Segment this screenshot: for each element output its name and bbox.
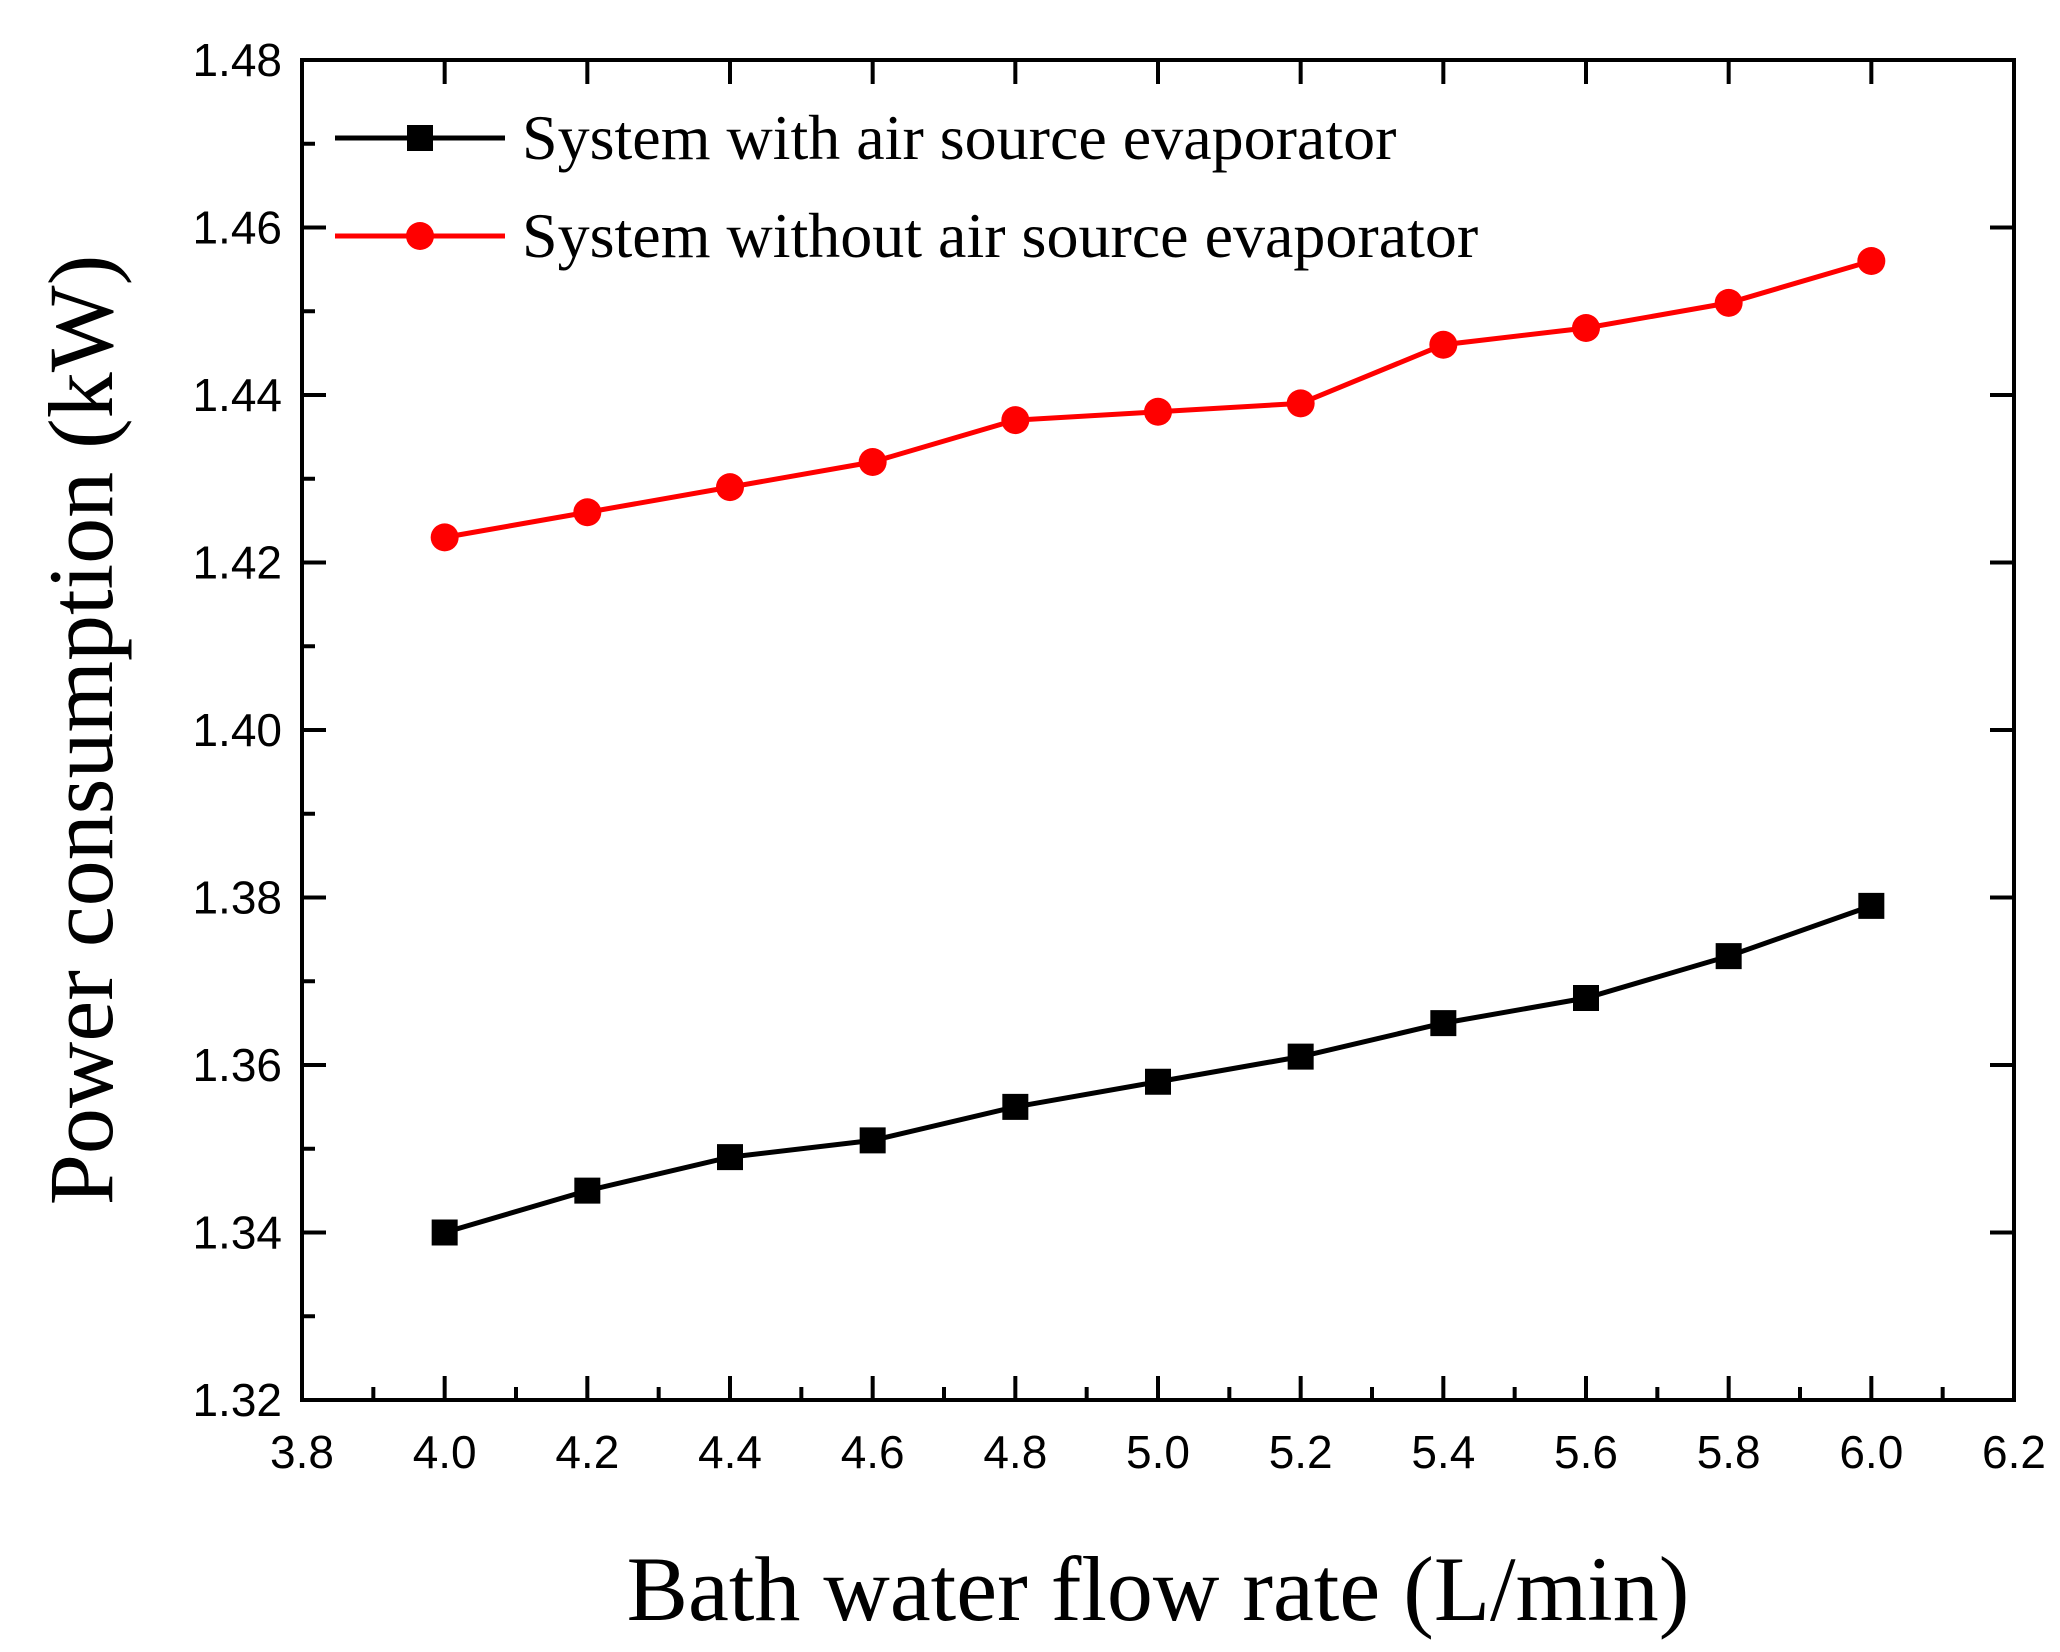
x-tick-label: 6.2 bbox=[1982, 1426, 2046, 1478]
data-point bbox=[1144, 397, 1172, 426]
data-point bbox=[1572, 314, 1600, 342]
x-axis-title: Bath water flow rate (L/min) bbox=[627, 1538, 1690, 1640]
data-point bbox=[1430, 1010, 1457, 1037]
x-tick-label: 5.2 bbox=[1269, 1426, 1333, 1478]
y-tick-label: 1.46 bbox=[192, 202, 282, 254]
y-axis: 1.32 1.34 1.36 1.38 1.40 1.42 1.44 1.46 1.48 bbox=[192, 34, 2014, 1426]
legend-label: System without air source evaporator bbox=[522, 200, 1478, 271]
data-point bbox=[1286, 389, 1315, 418]
y-tick-label: 1.44 bbox=[192, 369, 282, 421]
series-layer bbox=[430, 247, 1886, 1246]
x-tick-label: 5.0 bbox=[1126, 1426, 1190, 1478]
series-2 bbox=[430, 247, 1886, 552]
data-point bbox=[1429, 330, 1458, 359]
x-tick-label: 4.2 bbox=[555, 1426, 619, 1478]
data-point bbox=[1001, 406, 1030, 435]
data-point bbox=[859, 1127, 886, 1154]
y-axis-title: Power consumption (kW) bbox=[30, 255, 132, 1206]
data-point bbox=[716, 473, 744, 502]
data-point bbox=[1857, 247, 1886, 275]
y-tick-label: 1.38 bbox=[192, 872, 282, 924]
data-point bbox=[431, 1219, 458, 1246]
data-point bbox=[1715, 943, 1742, 970]
data-point bbox=[573, 498, 602, 527]
x-tick-label: 4.8 bbox=[983, 1426, 1047, 1478]
x-tick-label: 3.8 bbox=[270, 1426, 334, 1478]
x-axis: 3.8 4.0 4.2 4.4 4.6 4.8 5.0 5.2 5.4 5.6 5.8 6.0 6.2 bbox=[270, 60, 2046, 1478]
data-point bbox=[1714, 288, 1743, 317]
data-point bbox=[717, 1144, 743, 1171]
x-tick-label: 4.0 bbox=[413, 1426, 477, 1478]
legend-marker bbox=[407, 125, 433, 151]
x-tick-label: 5.6 bbox=[1554, 1426, 1618, 1478]
x-tick-label: 4.6 bbox=[841, 1426, 905, 1478]
data-point bbox=[1287, 1043, 1314, 1070]
legend-marker bbox=[406, 222, 434, 250]
y-tick-label: 1.32 bbox=[192, 1374, 282, 1426]
data-point bbox=[574, 1177, 601, 1204]
y-tick-label: 1.40 bbox=[192, 704, 282, 756]
x-tick-label: 6.0 bbox=[1839, 1426, 1903, 1478]
y-tick-label: 1.42 bbox=[192, 537, 282, 589]
x-tick-label: 5.4 bbox=[1411, 1426, 1475, 1478]
series-1 bbox=[431, 892, 1885, 1246]
x-tick-label: 5.8 bbox=[1697, 1426, 1761, 1478]
data-point bbox=[1002, 1093, 1029, 1120]
x-tick-label: 4.4 bbox=[698, 1426, 762, 1478]
data-point bbox=[1145, 1068, 1171, 1095]
legend-label: System with air source evaporator bbox=[522, 102, 1396, 173]
data-point bbox=[1573, 985, 1599, 1011]
y-tick-label: 1.34 bbox=[192, 1207, 282, 1259]
y-tick-label: 1.48 bbox=[192, 34, 282, 86]
data-point bbox=[858, 448, 887, 476]
data-point bbox=[1858, 892, 1885, 919]
y-tick-label: 1.36 bbox=[192, 1039, 282, 1091]
legend: System with air source evaporator System … bbox=[335, 102, 1478, 271]
data-point bbox=[430, 523, 459, 552]
